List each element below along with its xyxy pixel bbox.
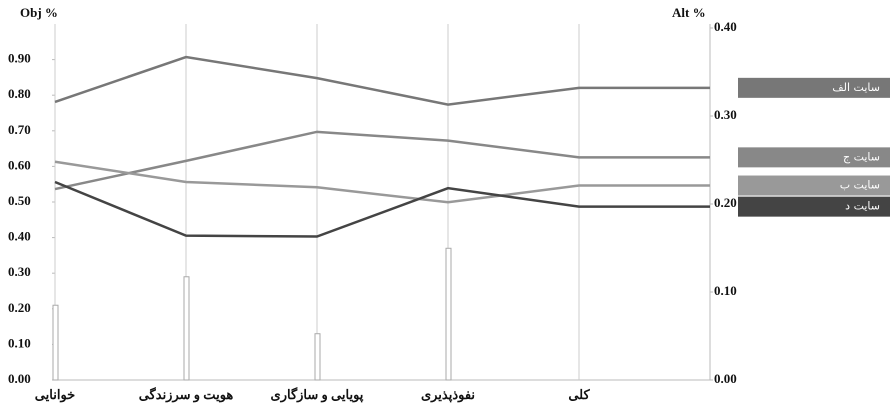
y-tick-label: 0.40	[8, 229, 31, 244]
bar	[445, 247, 452, 381]
legend-box	[738, 77, 890, 98]
series-line	[54, 130, 710, 191]
legend-box	[738, 175, 890, 196]
y-tick-label: 0.20	[8, 300, 31, 315]
y2-tick-label: 0.30	[714, 107, 737, 122]
y-tick-label: 0.30	[8, 264, 31, 279]
x-tick-label: نفوذپذیری	[421, 387, 475, 403]
y-tick-label: 0.60	[8, 157, 31, 172]
legend-label: سایت ج	[843, 150, 880, 163]
y-axis-label: Obj %	[20, 5, 58, 20]
y-tick-label: 0.50	[8, 193, 31, 208]
bar	[52, 304, 59, 381]
bar	[314, 333, 321, 381]
legend-box	[738, 196, 890, 217]
y-tick-label: 0.90	[8, 51, 31, 66]
series-line	[54, 160, 710, 204]
x-tick-label: هویت و سرزندگی	[139, 386, 234, 403]
series-line	[54, 180, 710, 238]
y2-tick-label: 0.00	[714, 371, 737, 386]
y-tick-label: 0.00	[8, 371, 31, 386]
bar	[183, 276, 190, 381]
y2-axis-label: Alt %	[672, 5, 706, 20]
series-line	[54, 55, 710, 106]
x-tick-label: پویایی و سازگاری	[271, 386, 364, 403]
y-tick-label: 0.10	[8, 335, 31, 350]
legend-label: سایت الف	[832, 81, 880, 94]
legend-label: سایت ب	[840, 179, 880, 192]
y2-tick-label: 0.10	[714, 283, 737, 298]
x-tick-label: کلی	[568, 387, 590, 402]
legend-label: سایت د	[845, 200, 880, 213]
legend-box	[738, 147, 890, 168]
y2-tick-label: 0.20	[714, 195, 737, 210]
y-tick-label: 0.70	[8, 122, 31, 137]
y-tick-label: 0.80	[8, 86, 31, 101]
y2-tick-label: 0.40	[714, 19, 737, 34]
x-tick-label: خوانایی	[35, 387, 75, 403]
